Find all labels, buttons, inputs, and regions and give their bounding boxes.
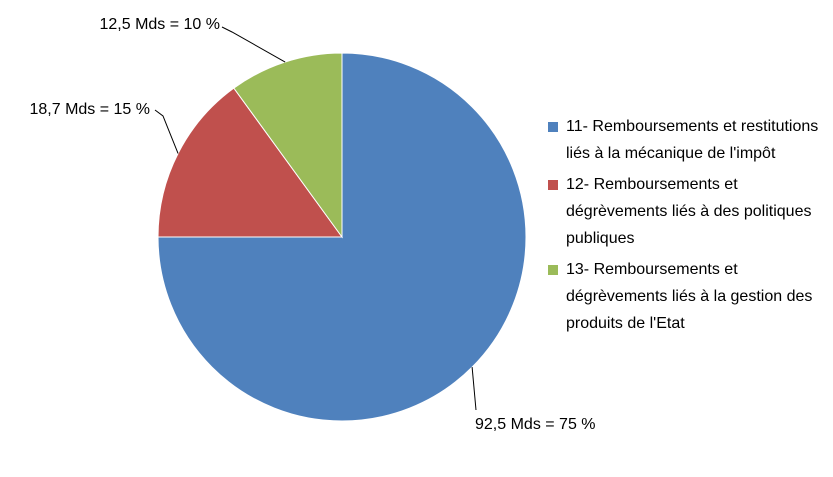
leader-line [471, 367, 477, 411]
legend-label: 11- Remboursements et restitutions liés … [566, 118, 819, 162]
legend-swatch [548, 265, 558, 275]
legend: 11- Remboursements et restitutions liés … [548, 113, 828, 341]
legend-swatch [548, 180, 558, 190]
legend-item: 12- Remboursements et dégrèvements liés … [548, 171, 828, 252]
data-label: 92,5 Mds = 75 % [475, 416, 596, 433]
pie-slice [233, 52, 343, 239]
leader-line [221, 26, 286, 63]
pie-slice [157, 52, 527, 422]
data-label: 12,5 Mds = 10 % [99, 16, 220, 33]
legend-item: 13- Remboursements et dégrèvements liés … [548, 256, 828, 337]
legend-label: 12- Remboursements et dégrèvements liés … [566, 176, 812, 247]
data-label: 18,7 Mds = 15 % [29, 101, 150, 118]
legend-label: 13- Remboursements et dégrèvements liés … [566, 261, 813, 332]
leader-line [154, 109, 179, 154]
pie-slice [157, 87, 343, 238]
legend-item: 11- Remboursements et restitutions liés … [548, 113, 828, 167]
legend-swatch [548, 122, 558, 132]
